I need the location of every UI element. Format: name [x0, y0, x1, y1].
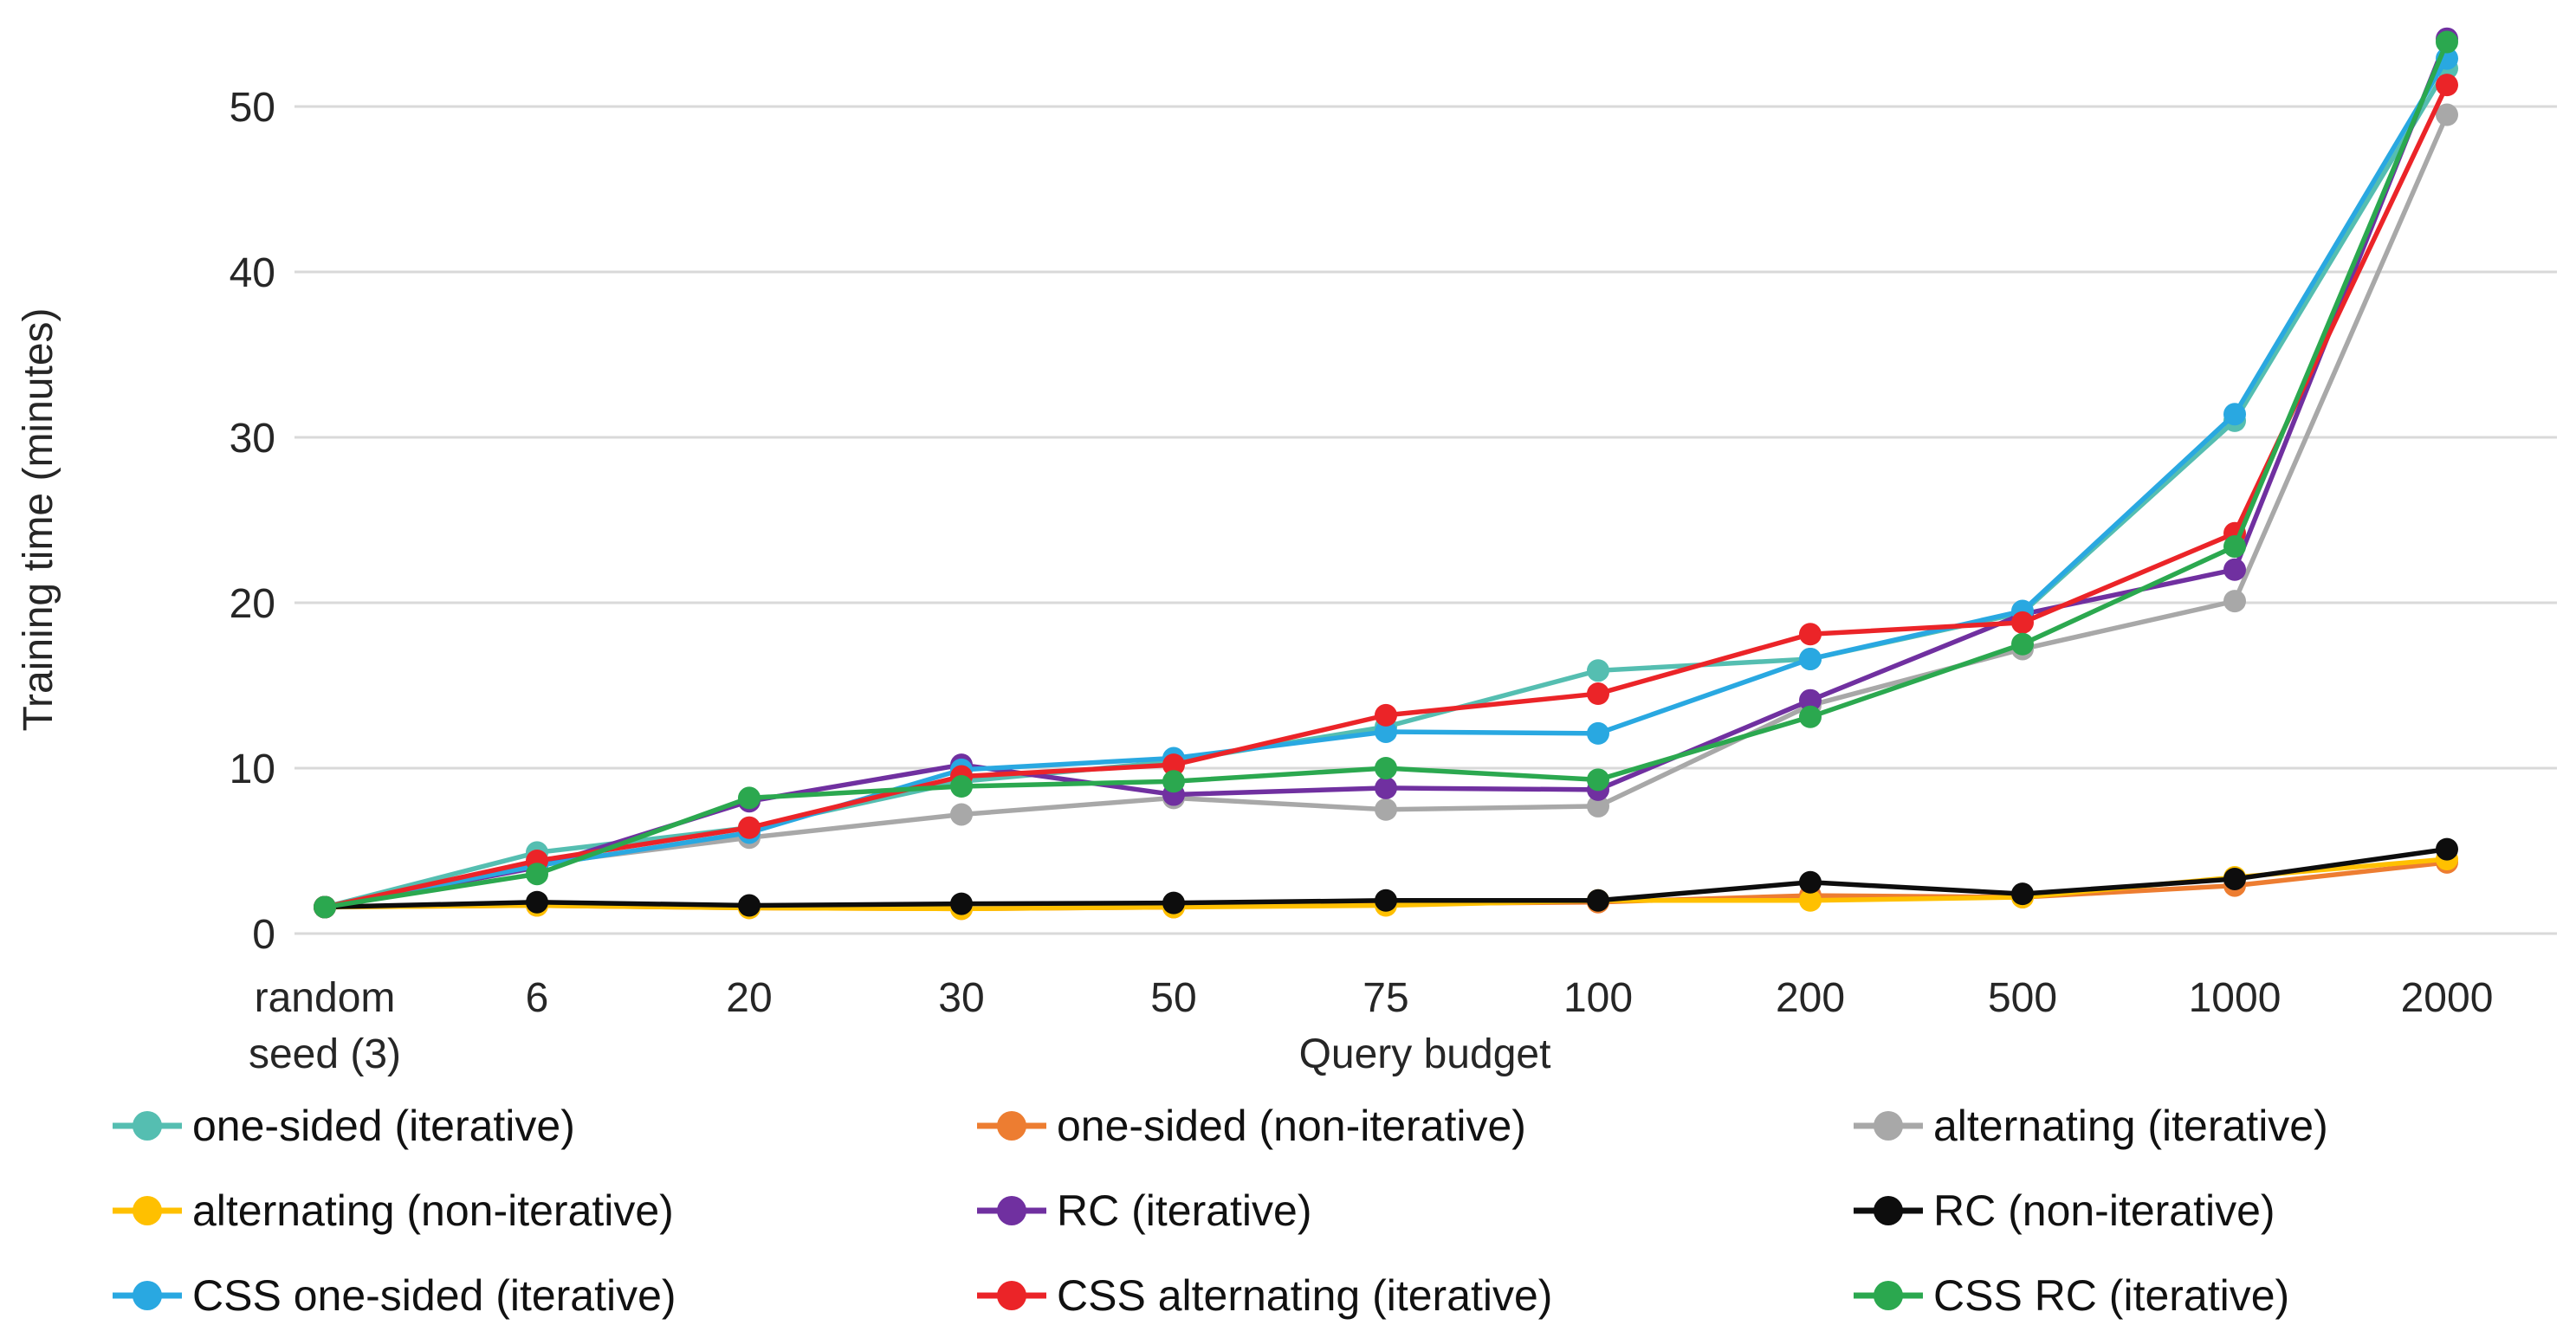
x-axis-tick-labels: random seed (3) 6 20 30 50 75 100 200 500 1000 2000	[249, 975, 2493, 1077]
legend-marker-icon	[997, 1111, 1026, 1141]
legend-marker-icon	[997, 1281, 1026, 1310]
data-point-marker	[1587, 768, 1609, 792]
data-point-marker	[1799, 623, 1822, 646]
data-point-marker	[1587, 682, 1609, 706]
data-point-marker	[1162, 753, 1185, 777]
data-point-marker	[2436, 837, 2458, 861]
data-point-marker	[738, 894, 761, 917]
series-css-one-sided-iterative-	[314, 47, 2458, 919]
legend-item: one-sided (non-iterative)	[977, 1102, 1526, 1150]
data-point-marker	[2223, 535, 2246, 559]
x-tick-label: 100	[1563, 975, 1633, 1021]
data-point-marker	[1799, 870, 1822, 894]
legend-marker-icon	[133, 1111, 162, 1141]
data-point-marker	[1375, 720, 1397, 743]
data-point-marker	[2436, 103, 2458, 126]
data-point-marker	[1799, 688, 1822, 712]
data-point-marker	[2436, 74, 2458, 97]
legend-label: alternating (non-iterative)	[192, 1186, 674, 1235]
x-tick-label: 6	[526, 975, 549, 1021]
legend-item: alternating (iterative)	[1854, 1102, 2328, 1150]
data-point-marker	[1375, 757, 1397, 779]
legend-label: CSS one-sided (iterative)	[192, 1271, 676, 1320]
x-tick-label: 50	[1150, 975, 1196, 1021]
data-point-marker	[950, 803, 973, 826]
legend-item: RC (iterative)	[977, 1186, 1311, 1235]
data-point-marker	[1375, 889, 1397, 912]
data-point-marker	[2011, 632, 2034, 656]
legend-label: CSS alternating (iterative)	[1057, 1271, 1552, 1320]
data-point-marker	[1375, 798, 1397, 821]
y-axis-title: Training time (minutes)	[16, 307, 61, 731]
gridlines	[294, 105, 2557, 935]
legend-label: RC (iterative)	[1057, 1186, 1311, 1235]
data-point-marker	[314, 895, 336, 919]
x-tick-label: 30	[938, 975, 984, 1021]
data-point-marker	[1587, 889, 1609, 912]
y-tick-label: 10	[230, 747, 275, 792]
data-point-marker	[950, 892, 973, 915]
x-tick-label: seed (3)	[249, 1031, 401, 1077]
legend-item: CSS RC (iterative)	[1854, 1271, 2289, 1320]
legend-marker-icon	[1874, 1281, 1903, 1310]
data-point-marker	[1375, 703, 1397, 727]
data-point-marker	[1162, 770, 1185, 793]
x-tick-label: 2000	[2401, 975, 2494, 1021]
legend-label: one-sided (non-iterative)	[1057, 1102, 1526, 1150]
x-tick-label: 500	[1988, 975, 2057, 1021]
data-point-marker	[2223, 403, 2246, 426]
y-tick-label: 30	[230, 416, 275, 462]
legend-marker-icon	[133, 1281, 162, 1310]
data-point-marker	[738, 816, 761, 839]
data-point-marker	[2011, 882, 2034, 906]
x-axis-title: Query budget	[1299, 1031, 1551, 1077]
data-point-marker	[1587, 659, 1609, 682]
data-point-marker	[1587, 794, 1609, 818]
data-point-marker	[1375, 776, 1397, 799]
data-point-marker	[1799, 889, 1822, 912]
x-tick-label: 1000	[2189, 975, 2282, 1021]
data-point-marker	[526, 890, 548, 914]
data-point-marker	[526, 863, 548, 886]
legend-item: CSS alternating (iterative)	[977, 1271, 1552, 1320]
legend-marker-icon	[997, 1196, 1026, 1225]
legend-item: one-sided (iterative)	[113, 1102, 575, 1150]
x-tick-label: 75	[1362, 975, 1408, 1021]
data-point-marker	[1162, 891, 1185, 915]
legend-marker-icon	[1874, 1196, 1903, 1225]
x-tick-label: 200	[1776, 975, 1845, 1021]
data-point-marker	[2223, 867, 2246, 890]
legend-label: alternating (iterative)	[1933, 1102, 2328, 1150]
legend-marker-icon	[1874, 1111, 1903, 1141]
legend-label: RC (non-iterative)	[1933, 1186, 2275, 1235]
series-lines	[314, 27, 2458, 921]
data-point-marker	[2223, 590, 2246, 613]
legend-marker-icon	[133, 1196, 162, 1225]
data-point-marker	[2011, 611, 2034, 634]
series-css-rc-iterative-	[314, 30, 2458, 919]
data-point-marker	[738, 786, 761, 810]
legend: one-sided (iterative) one-sided (non-iter…	[113, 1102, 2328, 1320]
data-point-marker	[1799, 705, 1822, 728]
data-point-marker	[2436, 30, 2458, 54]
y-axis-tick-labels: 0 10 20 30 40 50	[230, 85, 275, 958]
legend-label: one-sided (iterative)	[192, 1102, 575, 1150]
data-point-marker	[1799, 647, 1822, 670]
series-rc-iterative-	[314, 27, 2458, 919]
legend-item: CSS one-sided (iterative)	[113, 1271, 676, 1320]
data-point-marker	[2223, 558, 2246, 581]
legend-item: alternating (non-iterative)	[113, 1186, 674, 1235]
legend-item: RC (non-iterative)	[1854, 1186, 2275, 1235]
y-tick-label: 40	[230, 250, 275, 296]
x-tick-label: random	[255, 975, 396, 1021]
data-point-marker	[950, 775, 973, 798]
data-point-marker	[1587, 721, 1609, 745]
legend-label: CSS RC (iterative)	[1933, 1271, 2289, 1320]
y-tick-label: 20	[230, 581, 275, 627]
y-tick-label: 0	[252, 912, 275, 958]
x-tick-label: 20	[726, 975, 772, 1021]
y-tick-label: 50	[230, 85, 275, 131]
